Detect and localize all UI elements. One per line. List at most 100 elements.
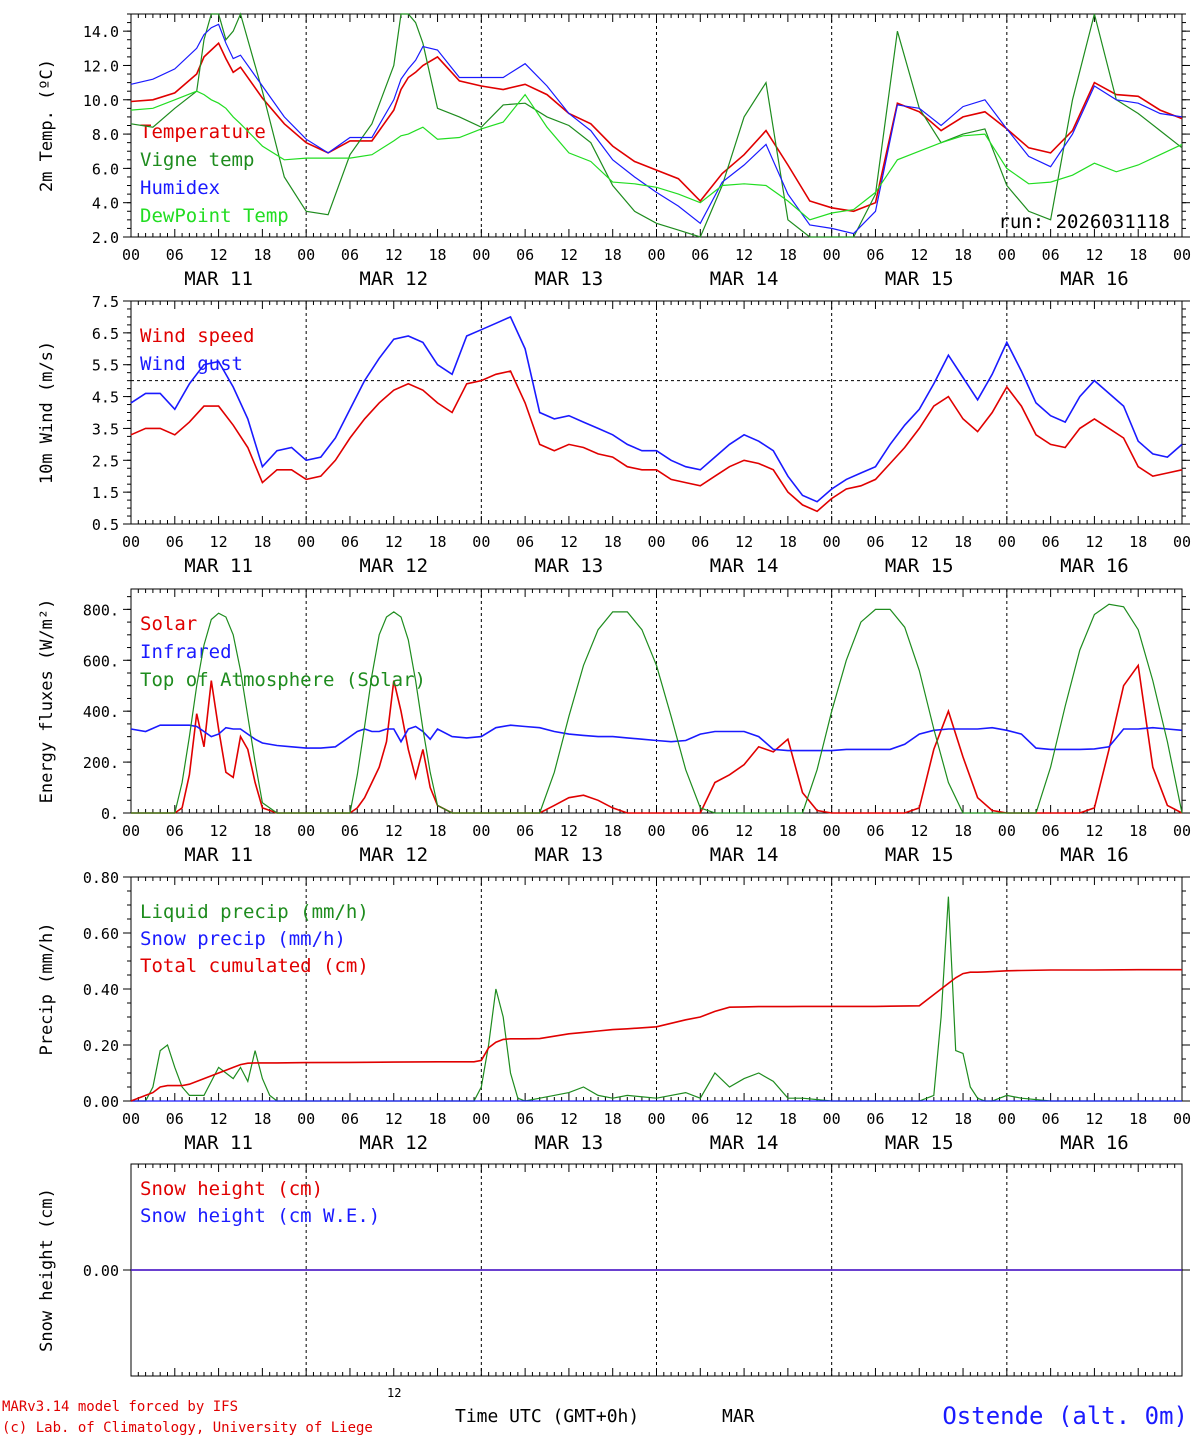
hour-tick-label: 12	[385, 822, 403, 840]
hour-tick-label: 00	[472, 533, 490, 551]
hour-tick-label: 00	[122, 533, 140, 551]
hour-tick-label: 00	[297, 822, 315, 840]
hour-tick-label: 12	[560, 246, 578, 264]
y-axis-label: Energy fluxes (W/m²)	[37, 599, 57, 804]
hour-tick-label: 06	[1042, 1110, 1060, 1128]
series-line-temperature	[130, 41, 1183, 213]
hour-tick-label: 12	[385, 246, 403, 264]
hour-tick-label: 12	[910, 1110, 928, 1128]
legend-snow-precip-mm-h-: Snow precip (mm/h)	[140, 928, 346, 950]
hour-tick-label: 00	[1173, 533, 1191, 551]
plot-frame	[130, 588, 1183, 814]
day-label: MAR 16	[1060, 844, 1129, 866]
model-credit: MARv3.14 model forced by IFS	[2, 1399, 239, 1415]
legend-snow-height-cm-w-e-: Snow height (cm W.E.)	[140, 1205, 380, 1227]
hour-tick-label: 00	[1173, 246, 1191, 264]
y-tick-label: 0.60	[83, 925, 119, 943]
hour-tick-label: 06	[166, 533, 184, 551]
hour-tick-label: 06	[866, 246, 884, 264]
series-line-wind-speed	[130, 370, 1183, 513]
hour-tick-label: 18	[253, 822, 271, 840]
hour-tick-label: 12	[1085, 246, 1103, 264]
hour-tick-label: 12	[735, 246, 753, 264]
hour-tick-label: 12	[910, 822, 928, 840]
hour-tick-label: 00	[823, 246, 841, 264]
hour-tick-label: 06	[516, 822, 534, 840]
panel-1: 00 06 12 18 00 06 12 18 00 06 12 18 00 06 12 18 00 06 12 18…	[37, 12, 1191, 290]
y-tick-label: 0.80	[83, 869, 119, 887]
hour-tick-label: 12	[385, 1110, 403, 1128]
day-label: MAR 12	[359, 268, 428, 290]
hour-tick-label: 06	[691, 533, 709, 551]
y-axis-label: Snow height (cm)	[37, 1188, 57, 1352]
y-tick-label: 12.0	[83, 57, 119, 75]
hour-tick-label: 00	[297, 533, 315, 551]
day-label: MAR 11	[184, 1132, 253, 1154]
legend-vigne-temp: Vigne temp	[140, 149, 254, 171]
hour-tick-label: 06	[341, 533, 359, 551]
day-label: MAR 12	[359, 1132, 428, 1154]
hour-tick-label: 18	[954, 246, 972, 264]
day-label: MAR 11	[184, 268, 253, 290]
legend-total-cumulated-cm-: Total cumulated (cm)	[140, 955, 369, 977]
day-label: MAR 12	[359, 844, 428, 866]
hour-tick-label: 00	[297, 246, 315, 264]
series-line-top-of-atmosphere-solar-	[131, 603, 1183, 814]
hour-tick-label: 12	[210, 822, 228, 840]
hour-tick-label: 06	[691, 1110, 709, 1128]
station-name: Ostende (alt. 0m)	[942, 1402, 1188, 1430]
hour-tick-label: 00	[647, 533, 665, 551]
hour-tick-label: 18	[779, 822, 797, 840]
series-line-wind-gust	[130, 315, 1183, 503]
hour-tick-label: 06	[691, 822, 709, 840]
hour-tick-label: 12	[560, 822, 578, 840]
hour-tick-label: 18	[429, 533, 447, 551]
day-label: MAR 14	[710, 1132, 779, 1154]
legend-liquid-precip-mm-h-: Liquid precip (mm/h)	[140, 901, 369, 923]
y-tick-label: 2.5	[92, 452, 119, 470]
hour-tick-label: 12	[910, 246, 928, 264]
y-tick-label: 0.00	[83, 1093, 119, 1111]
hour-tick-label: 12	[210, 533, 228, 551]
y-tick-label: 0.5	[92, 516, 119, 534]
hour-tick-label: 12	[385, 533, 403, 551]
legend-wind-speed: Wind speed	[140, 325, 254, 347]
day-label: MAR 16	[1060, 268, 1129, 290]
hour-tick-label: 00	[122, 1110, 140, 1128]
hour-tick-label: 18	[429, 1110, 447, 1128]
hour-tick-label: 18	[1129, 246, 1147, 264]
day-label: MAR 11	[184, 555, 253, 577]
y-tick-label: 0.	[101, 805, 119, 823]
hour-tick-label: 18	[954, 1110, 972, 1128]
meteogram: 00 06 12 18 00 06 12 18 00 06 12 18 00 06 12 18 00 06 12 18…	[37, 12, 1191, 1377]
y-tick-label: 7.5	[92, 293, 119, 311]
hour-tick-label: 12	[210, 1110, 228, 1128]
hour-tick-label: 18	[253, 533, 271, 551]
hour-tick-label: 06	[341, 1110, 359, 1128]
series-line-total-cumulated-cm-	[130, 968, 1182, 1102]
hour-tick-label: 12	[560, 533, 578, 551]
panel-5: 0.00 Snow height (cm) Snow height (cm) Snow…	[37, 1163, 1190, 1377]
hour-tick-label: 06	[866, 1110, 884, 1128]
panel-2: 00 06 12 18 00 06 12 18 00 06 12 18 00 06 12 18 00 06 12 18…	[37, 293, 1191, 577]
y-tick-label: 4.0	[92, 195, 119, 213]
hour-tick-label: 06	[341, 822, 359, 840]
day-label: MAR 13	[535, 555, 604, 577]
hour-tick-label: 00	[122, 246, 140, 264]
hour-tick-label: 00	[297, 1110, 315, 1128]
hour-tick-label: 12	[1085, 533, 1103, 551]
y-tick-label: 600.	[83, 652, 119, 670]
series-line-liquid-precip-mm-h-	[131, 896, 1182, 1102]
hour-tick-label: 00	[998, 246, 1016, 264]
hour-tick-label: 12	[735, 1110, 753, 1128]
hour-tick-label: 00	[823, 1110, 841, 1128]
day-label: MAR 14	[710, 268, 779, 290]
x-axis-hour-fragment: 12	[387, 1386, 402, 1400]
hour-tick-label: 18	[954, 533, 972, 551]
hour-tick-label: 00	[647, 246, 665, 264]
y-tick-label: 6.0	[92, 160, 119, 178]
hour-tick-label: 06	[1042, 246, 1060, 264]
day-label: MAR 11	[184, 844, 253, 866]
x-axis-title: Time UTC (GMT+0h)	[455, 1406, 640, 1427]
plot-frame	[130, 13, 1183, 238]
